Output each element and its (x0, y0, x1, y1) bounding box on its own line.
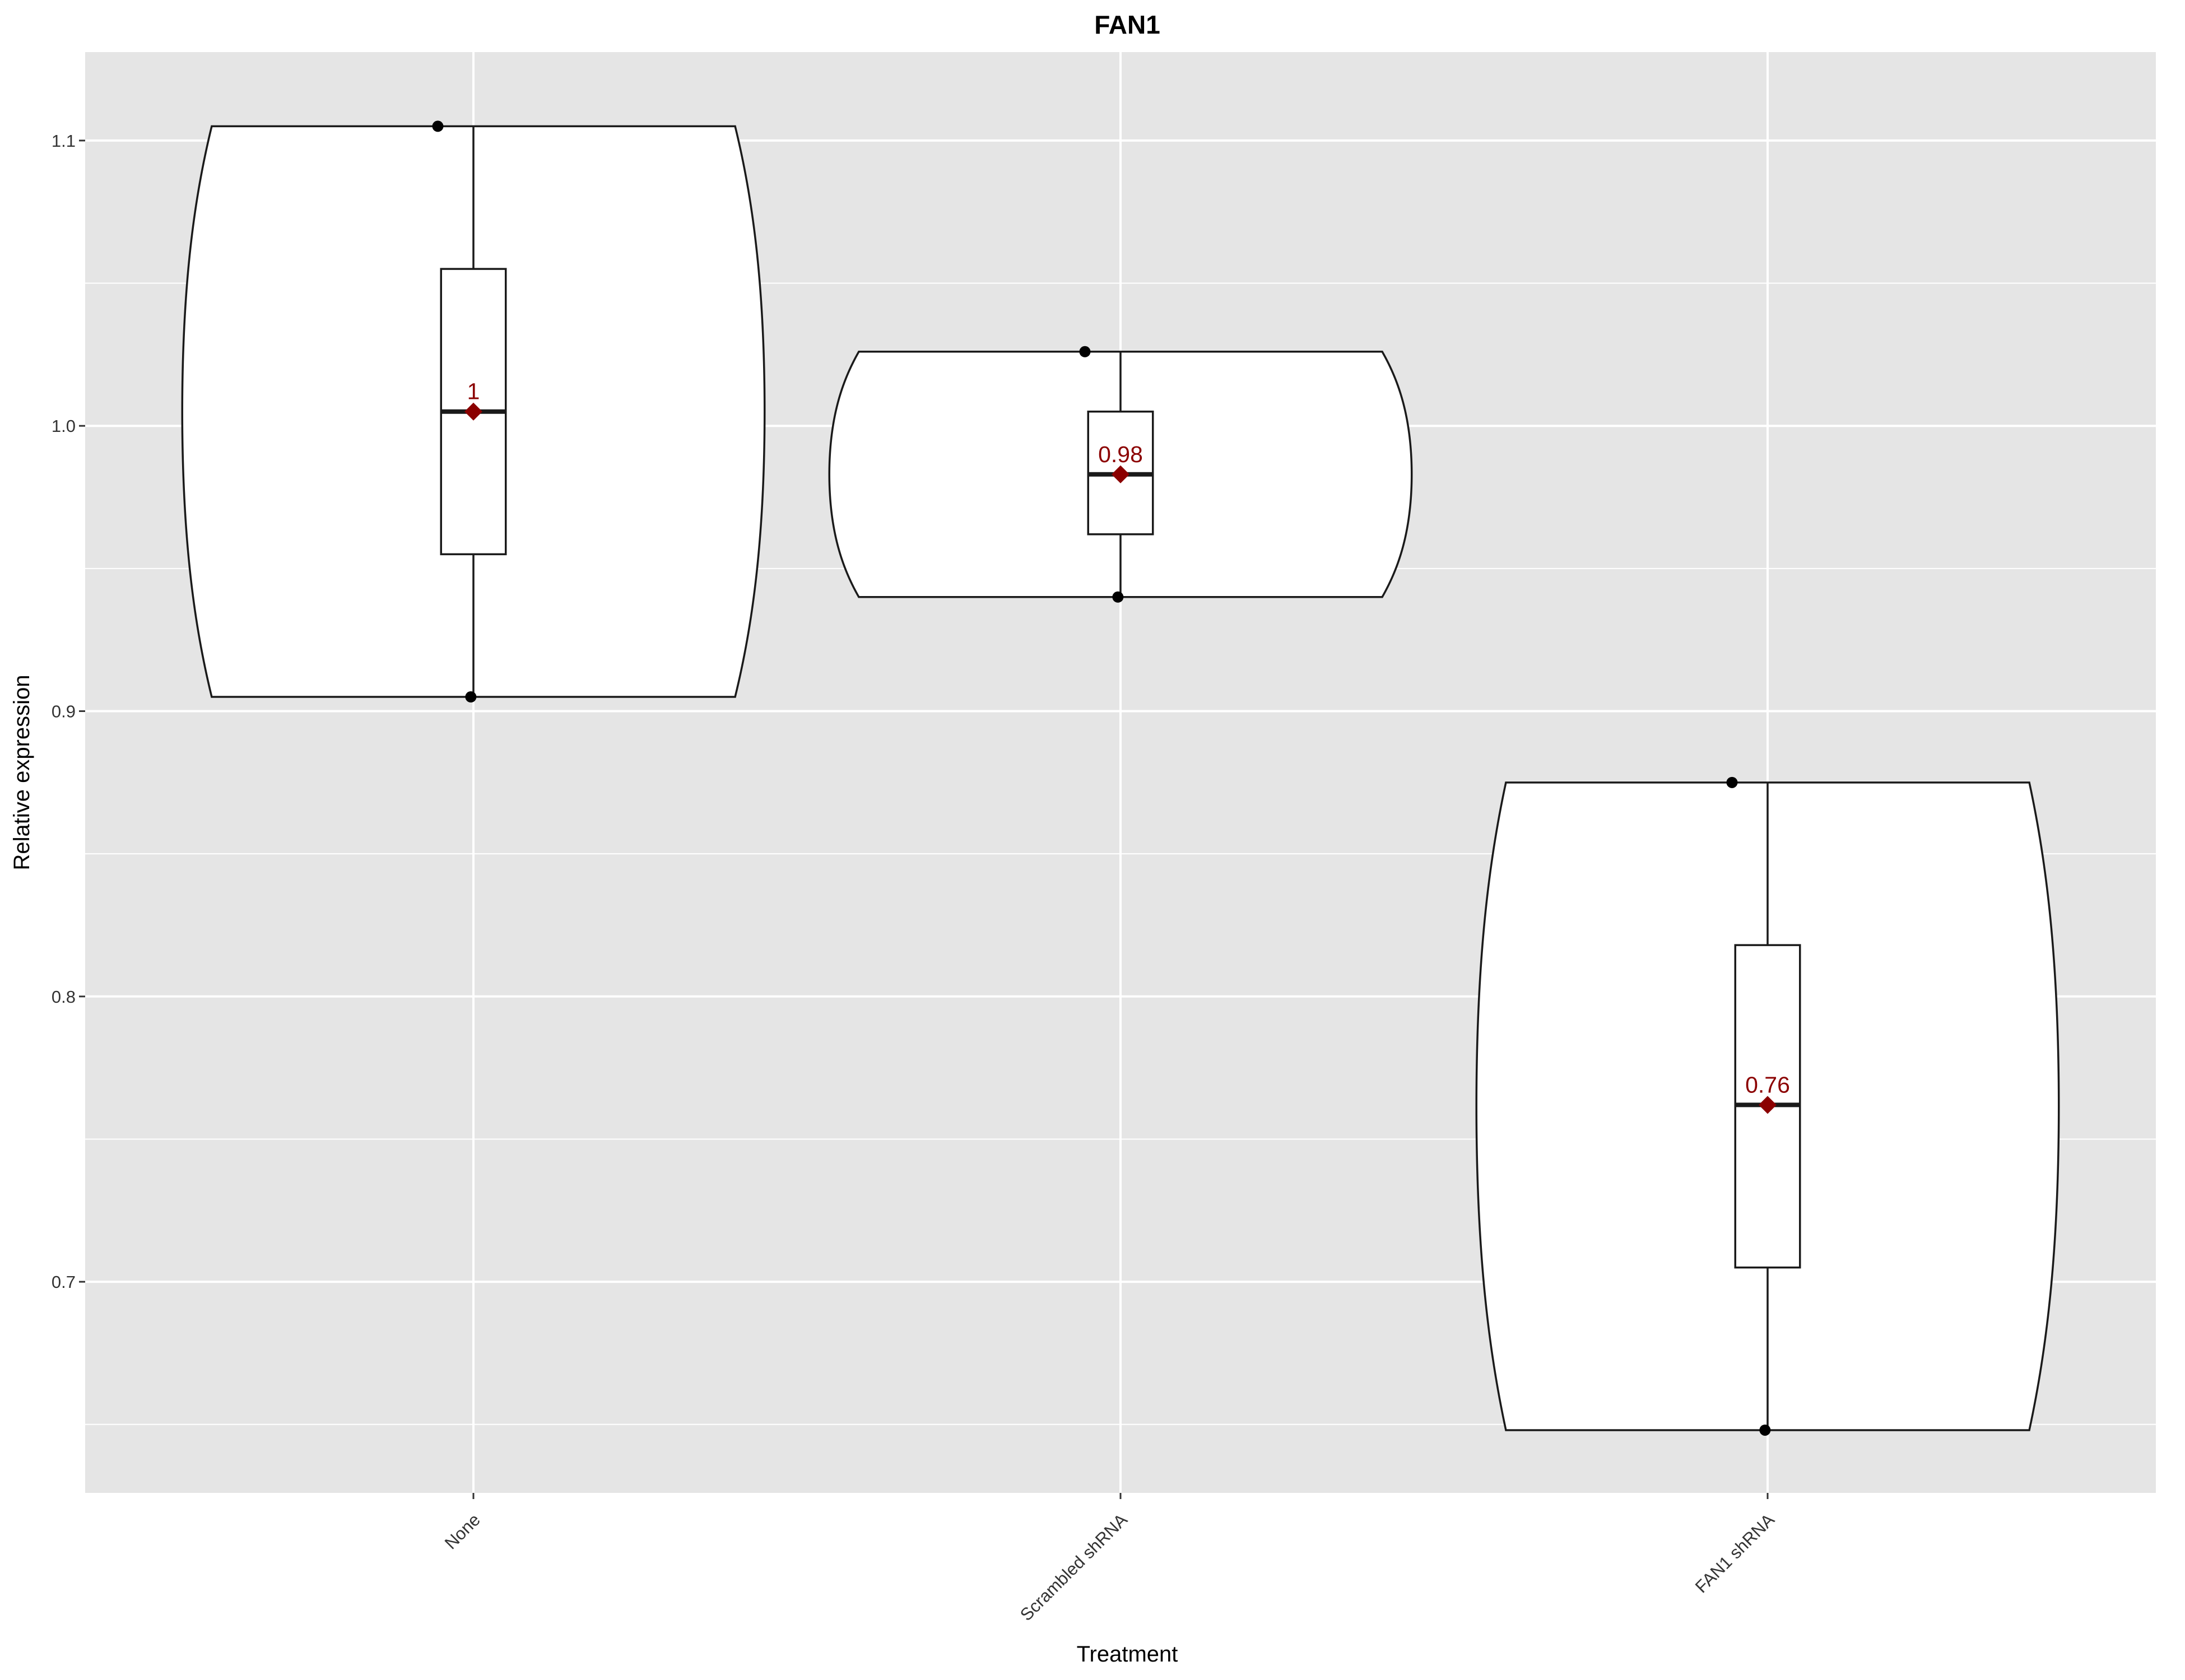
chart-title: FAN1 (1094, 10, 1160, 39)
data-points (432, 120, 1771, 1436)
y-axis: 0.7 0.8 0.9 1.0 1.1 (52, 131, 85, 1292)
mean-label: 0.76 (1745, 1072, 1790, 1097)
mean-label: 0.98 (1098, 441, 1143, 467)
mean-marker (1112, 465, 1129, 483)
data-point (1759, 1424, 1771, 1436)
y-tick-label: 0.9 (52, 701, 76, 721)
data-point (1112, 591, 1124, 603)
mean-marker (1759, 1096, 1777, 1114)
data-point (1079, 346, 1091, 357)
mean-markers: 1 0.98 0.76 (464, 379, 1790, 1114)
data-point (1726, 776, 1738, 788)
y-tick-label: 1.1 (52, 131, 76, 151)
y-tick-label: 1.0 (52, 416, 76, 436)
y-tick-label: 0.7 (52, 1272, 76, 1292)
y-axis-title: Relative expression (10, 674, 34, 870)
data-point (465, 691, 477, 703)
data-point (432, 120, 444, 132)
mean-label: 1 (467, 379, 480, 404)
mean-marker (464, 402, 482, 421)
x-axis-title: Treatment (1077, 1642, 1178, 1667)
y-tick-label: 0.8 (52, 987, 76, 1007)
